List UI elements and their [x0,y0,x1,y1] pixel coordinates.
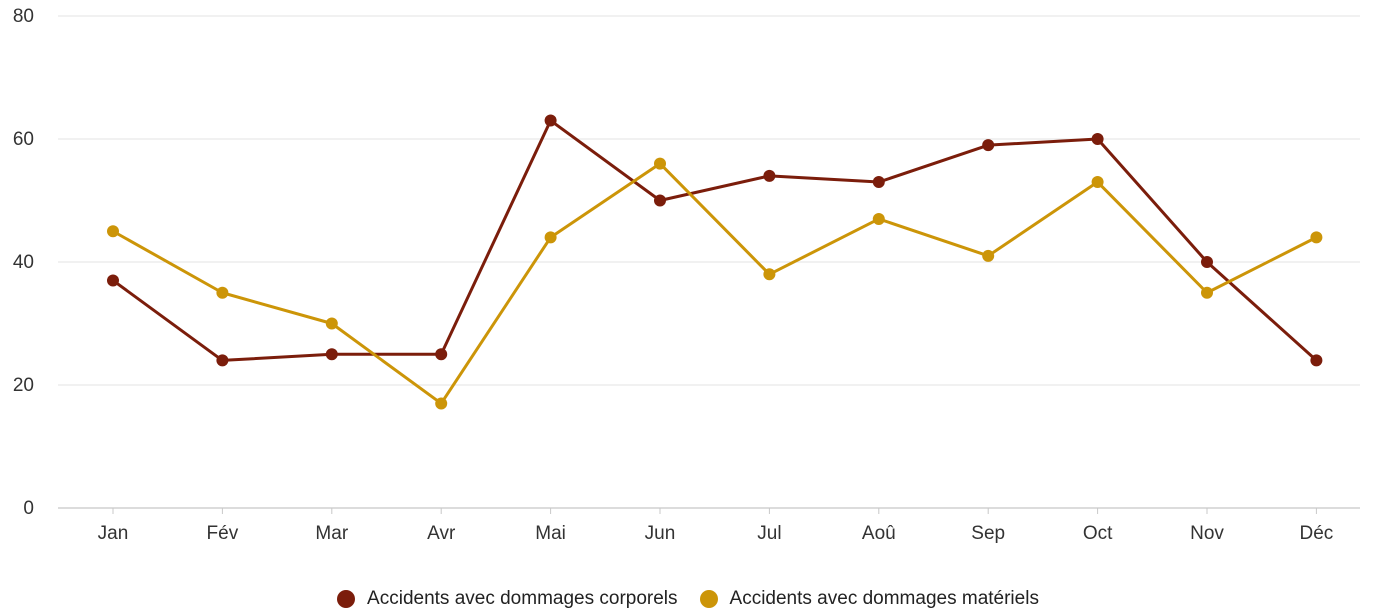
data-point[interactable] [325,317,338,330]
x-tick-label: Déc [1300,523,1334,544]
x-tick-label: Jul [757,523,781,544]
series-line [111,162,1318,405]
series-lines [107,114,1323,410]
line-chart: 0 20 40 60 80 Jan Fév Mar Avr Mai Jun Jul Aoû Sep Oct… [13,6,1360,544]
data-point[interactable] [1201,286,1213,299]
y-tick-label: 40 [13,252,34,273]
legend-item-corporels[interactable]: Accidents avec dommages corporels [337,588,678,610]
data-point[interactable] [763,268,776,281]
legend-label-corporels: Accidents avec dommages corporels [367,588,678,609]
x-tick-label: Avr [427,523,456,544]
x-tick-label: Mai [535,523,566,544]
data-point[interactable] [1310,354,1323,367]
y-tick-label: 60 [13,129,34,150]
data-point[interactable] [872,212,885,225]
x-tick-label: Sep [971,523,1005,544]
data-point[interactable] [435,397,448,410]
data-point[interactable] [1310,231,1323,244]
y-axis: 0 20 40 60 80 [13,6,34,519]
x-axis: Jan Fév Mar Avr Mai Jun Jul Aoû Sep Oct Nov Déc [98,508,1334,544]
legend-item-materiels[interactable]: Accidents avec dommages matériels [699,588,1039,610]
data-point[interactable] [544,231,557,244]
data-point[interactable] [107,225,119,238]
series-corporels [107,114,1323,367]
legend-label-materiels: Accidents avec dommages matériels [729,588,1039,609]
data-point[interactable] [107,274,119,287]
data-point[interactable] [982,139,995,152]
data-point[interactable] [654,157,666,170]
x-tick-label: Nov [1190,523,1224,544]
data-point[interactable] [544,114,557,127]
data-point[interactable] [1201,256,1213,268]
legend: Accidents avec dommages corporels Accide… [0,584,1376,614]
series-materiels [107,157,1323,410]
y-tick-label: 0 [23,498,34,519]
series-line [111,119,1318,362]
data-point[interactable] [1091,133,1104,145]
x-tick-label: Mar [315,523,348,544]
data-point[interactable] [982,249,995,262]
y-tick-label: 20 [13,375,34,396]
legend-marker-corporels [337,590,356,608]
gridlines [58,15,1360,509]
data-point[interactable] [1091,176,1104,189]
x-tick-label: Aoû [862,523,896,544]
x-tick-label: Jun [645,523,676,544]
y-tick-label: 80 [13,6,34,27]
data-point[interactable] [872,176,885,189]
x-tick-label: Oct [1083,523,1113,544]
data-point[interactable] [435,348,448,361]
data-point[interactable] [763,169,776,182]
data-point[interactable] [216,286,229,299]
x-tick-label: Jan [98,523,129,544]
data-point[interactable] [654,194,666,207]
data-point[interactable] [216,354,229,367]
legend-marker-materiels [699,590,718,608]
x-tick-label: Fév [207,523,239,544]
data-point[interactable] [325,348,338,361]
